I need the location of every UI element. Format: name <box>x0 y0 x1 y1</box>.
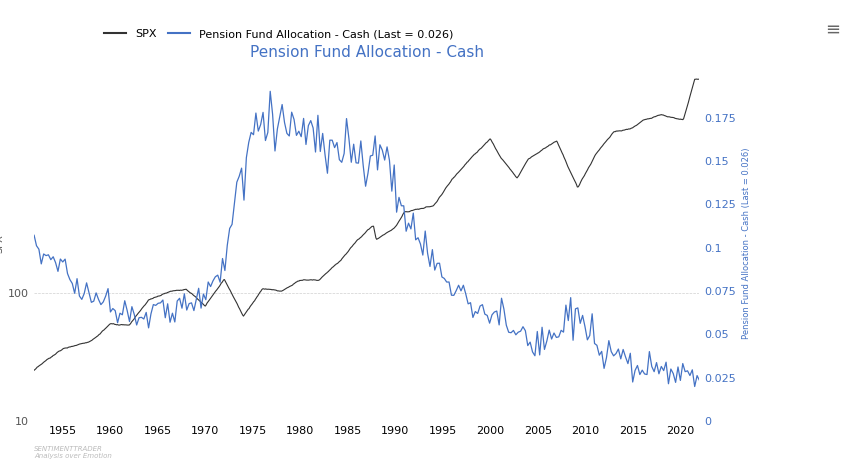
Y-axis label: Pension Fund Allocation - Cash (Last = 0.026): Pension Fund Allocation - Cash (Last = 0… <box>740 147 750 339</box>
Legend: SPX, Pension Fund Allocation - Cash (Last = 0.026): SPX, Pension Fund Allocation - Cash (Las… <box>100 25 458 44</box>
Title: Pension Fund Allocation - Cash: Pension Fund Allocation - Cash <box>250 45 483 60</box>
Y-axis label: SPX: SPX <box>0 234 4 253</box>
Text: SENTIMENTTRADER
Analysis over Emotion: SENTIMENTTRADER Analysis over Emotion <box>34 446 112 459</box>
Text: ≡: ≡ <box>824 21 839 39</box>
